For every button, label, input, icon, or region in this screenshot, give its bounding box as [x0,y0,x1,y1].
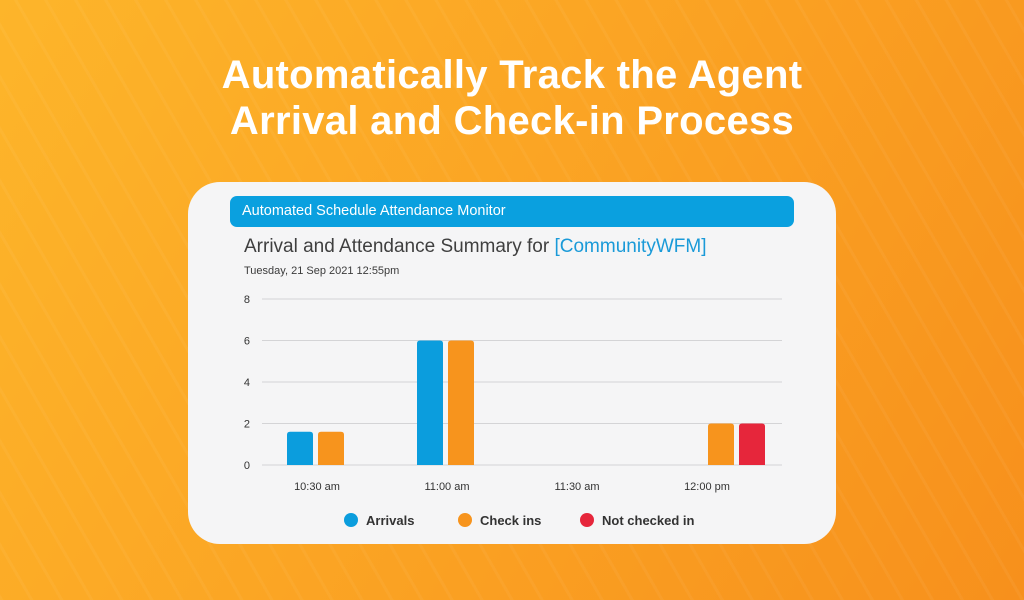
summary-title-text: Arrival and Attendance Summary for [244,236,555,257]
team-name-link[interactable]: [CommunityWFM] [554,236,707,257]
app-title-bar: Automated Schedule Attendance Monitor [230,196,794,227]
bar-check-ins [318,431,344,465]
bar-not-checked-in [739,423,765,465]
x-tick-label: 12:00 pm [684,481,730,493]
y-tick-label: 2 [244,419,250,431]
legend-item-check-ins[interactable]: Check ins [458,511,541,529]
legend-item-not-checked-in[interactable]: Not checked in [580,511,694,529]
x-tick-label: 11:30 am [554,481,599,493]
legend-marker [458,513,472,527]
bar-arrivals [287,431,313,465]
headline-line-2: Arrival and Check-in Process [229,99,795,143]
summary-timestamp: Tuesday, 21 Sep 2021 12:55pm [244,265,400,277]
legend-marker [580,513,594,527]
legend-item-arrivals[interactable]: Arrivals [344,511,414,529]
bar-arrivals [417,340,443,465]
legend-label: Arrivals [366,512,415,528]
x-tick-label: 11:00 am [424,481,469,493]
legend-label: Check ins [480,512,542,528]
dashboard-card: Automated Schedule Attendance Monitor Ar… [188,182,836,544]
headline-line-1: Automatically Track the Agent [221,53,803,97]
chart-legend: Arrivals Check ins Not checked in [188,511,836,529]
legend-marker [344,513,358,527]
y-tick-label: 8 [244,294,250,306]
x-tick-label: 10:30 am [294,481,340,493]
attendance-bar-chart: 0 2 4 6 8 10:30 am 11:00 am 11:30 am 12:00 pm [244,294,782,493]
y-tick-label: 6 [244,336,250,348]
y-tick-label: 4 [244,377,250,389]
bar-check-ins [448,340,474,465]
page-headline: Automatically Track the Agent Arrival an… [0,52,1024,144]
summary-title: Arrival and Attendance Summary for [Comm… [244,236,706,258]
bar-check-ins [708,423,734,465]
y-tick-label: 0 [244,460,250,472]
legend-label: Not checked in [602,512,695,528]
